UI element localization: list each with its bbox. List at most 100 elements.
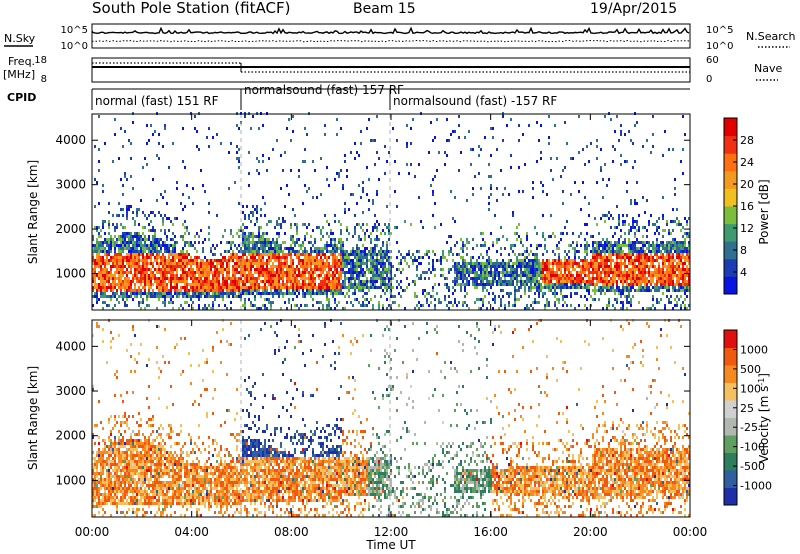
heatmap-cell <box>356 271 358 274</box>
heatmap-cell <box>606 268 608 271</box>
heatmap-cell <box>598 262 600 265</box>
heatmap-cell <box>128 295 130 298</box>
heatmap-cell <box>122 292 124 295</box>
heatmap-cell <box>384 256 386 259</box>
heatmap-cell <box>124 280 126 283</box>
heatmap-cell <box>630 271 632 274</box>
heatmap-cell <box>640 250 642 253</box>
heatmap-cell <box>146 217 148 220</box>
heatmap-cell <box>662 274 664 277</box>
heatmap-cell <box>216 295 218 298</box>
heatmap-cell <box>164 259 166 262</box>
heatmap-cell <box>208 226 210 229</box>
heatmap-cell <box>254 268 256 271</box>
heatmap-cell <box>172 238 174 241</box>
heatmap-cell <box>136 241 138 244</box>
heatmap-cell <box>194 127 196 130</box>
heatmap-cell <box>528 259 530 262</box>
heatmap-cell <box>174 259 176 262</box>
heatmap-cell <box>508 292 510 295</box>
heatmap-cell <box>310 241 312 244</box>
heatmap-cell <box>590 265 592 268</box>
heatmap-cell <box>262 244 264 247</box>
heatmap-cell <box>340 169 342 172</box>
heatmap-cell <box>224 229 226 232</box>
heatmap-cell <box>198 271 200 274</box>
heatmap-cell <box>154 229 156 232</box>
heatmap-cell <box>278 265 280 268</box>
heatmap-cell <box>100 292 102 295</box>
heatmap-cell <box>630 262 632 265</box>
heatmap-cell <box>142 274 144 277</box>
heatmap-cell <box>136 235 138 238</box>
heatmap-cell <box>216 244 218 247</box>
heatmap-cell <box>156 199 158 202</box>
heatmap-cell <box>102 292 104 295</box>
heatmap-cell <box>264 214 266 217</box>
heatmap-cell <box>680 289 682 292</box>
heatmap-cell <box>226 283 228 286</box>
heatmap-cell <box>558 286 560 289</box>
heatmap-cell <box>482 256 484 259</box>
heatmap-cell <box>264 307 266 310</box>
heatmap-cell <box>526 304 528 307</box>
heatmap-cell <box>228 286 230 289</box>
heatmap-cell <box>236 289 238 292</box>
heatmap-cell <box>138 304 140 307</box>
heatmap-cell <box>270 283 272 286</box>
heatmap-cell <box>638 271 640 274</box>
heatmap-cell <box>284 241 286 244</box>
heatmap-cell <box>672 220 674 223</box>
heatmap-cell <box>436 118 438 121</box>
heatmap-cell <box>498 307 500 310</box>
heatmap-cell <box>472 187 474 190</box>
heatmap-cell <box>628 274 630 277</box>
heatmap-cell <box>322 253 324 256</box>
heatmap-cell <box>544 292 546 295</box>
heatmap-cell <box>500 298 502 301</box>
heatmap-cell <box>368 286 370 289</box>
heatmap-cell <box>572 259 574 262</box>
heatmap-cell <box>616 283 618 286</box>
heatmap-cell <box>186 289 188 292</box>
heatmap-cell <box>590 304 592 307</box>
heatmap-cell <box>104 286 106 289</box>
heatmap-cell <box>626 307 628 310</box>
heatmap-cell <box>326 289 328 292</box>
heatmap-cell <box>384 145 386 148</box>
heatmap-cell <box>254 304 256 307</box>
heatmap-cell <box>222 271 224 274</box>
heatmap-cell <box>242 241 244 244</box>
heatmap-cell <box>558 265 560 268</box>
heatmap-cell <box>288 250 290 253</box>
heatmap-cell <box>516 256 518 259</box>
heatmap-cell <box>354 286 356 289</box>
heatmap-cell <box>156 154 158 157</box>
heatmap-cell <box>432 289 434 292</box>
heatmap-cell <box>148 274 150 277</box>
heatmap-cell <box>104 262 106 265</box>
heatmap-cell <box>238 265 240 268</box>
heatmap-cell <box>426 301 428 304</box>
heatmap-cell <box>256 283 258 286</box>
heatmap-cell <box>182 295 184 298</box>
heatmap-cell <box>332 232 334 235</box>
heatmap-cell <box>100 286 102 289</box>
heatmap-cell <box>192 274 194 277</box>
heatmap-cell <box>302 289 304 292</box>
heatmap-cell <box>600 256 602 259</box>
heatmap-cell <box>204 277 206 280</box>
heatmap-cell <box>112 292 114 295</box>
heatmap-cell <box>606 259 608 262</box>
heatmap-cell <box>346 250 348 253</box>
heatmap-cell <box>182 235 184 238</box>
heatmap-cell <box>496 265 498 268</box>
heatmap-cell <box>174 256 176 259</box>
heatmap-cell <box>590 280 592 283</box>
heatmap-cell <box>258 277 260 280</box>
heatmap-cell <box>372 307 374 310</box>
heatmap-cell <box>316 253 318 256</box>
heatmap-cell <box>632 277 634 280</box>
heatmap-cell <box>340 259 342 262</box>
heatmap-cell <box>384 265 386 268</box>
